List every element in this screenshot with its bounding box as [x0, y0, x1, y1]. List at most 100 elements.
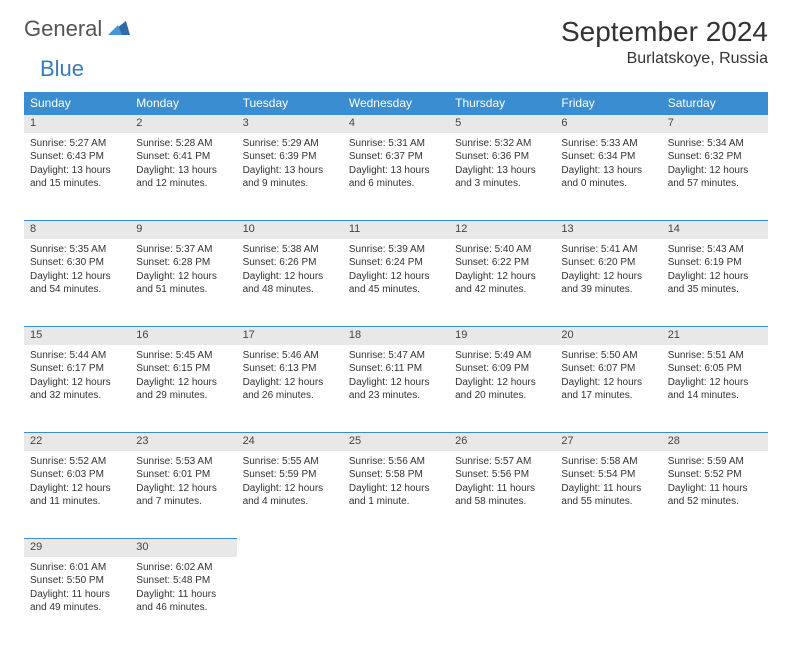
daylight-text: Daylight: 12 hours [561, 270, 655, 284]
sunrise-text: Sunrise: 5:35 AM [30, 243, 124, 257]
sunrise-text: Sunrise: 5:38 AM [243, 243, 337, 257]
sunrise-text: Sunrise: 6:02 AM [136, 561, 230, 575]
daylight-text: and 0 minutes. [561, 177, 655, 191]
daylight-text: Daylight: 12 hours [455, 376, 549, 390]
sunrise-text: Sunrise: 5:37 AM [136, 243, 230, 257]
empty-cell [237, 557, 343, 645]
sunrise-text: Sunrise: 5:39 AM [349, 243, 443, 257]
daylight-text: and 57 minutes. [668, 177, 762, 191]
day-cell: Sunrise: 5:49 AMSunset: 6:09 PMDaylight:… [449, 345, 555, 433]
daylight-text: Daylight: 12 hours [136, 376, 230, 390]
sunset-text: Sunset: 5:52 PM [668, 468, 762, 482]
month-title: September 2024 [561, 16, 768, 48]
daylight-text: and 49 minutes. [30, 601, 124, 615]
day-cell: Sunrise: 5:53 AMSunset: 6:01 PMDaylight:… [130, 451, 236, 539]
logo: General [24, 16, 132, 42]
daylight-text: Daylight: 11 hours [455, 482, 549, 496]
daylight-text: and 20 minutes. [455, 389, 549, 403]
day-cell: Sunrise: 5:34 AMSunset: 6:32 PMDaylight:… [662, 133, 768, 221]
daylight-text: and 26 minutes. [243, 389, 337, 403]
sunrise-text: Sunrise: 5:50 AM [561, 349, 655, 363]
day-number: 10 [237, 221, 343, 239]
sunset-text: Sunset: 6:17 PM [30, 362, 124, 376]
weekday-header: Monday [130, 92, 236, 115]
daylight-text: Daylight: 12 hours [136, 270, 230, 284]
daylight-text: and 42 minutes. [455, 283, 549, 297]
day-number: 7 [662, 115, 768, 133]
sunset-text: Sunset: 6:43 PM [30, 150, 124, 164]
sunset-text: Sunset: 6:03 PM [30, 468, 124, 482]
daylight-text: and 15 minutes. [30, 177, 124, 191]
sunset-text: Sunset: 5:58 PM [349, 468, 443, 482]
daylight-text: Daylight: 12 hours [30, 482, 124, 496]
sunset-text: Sunset: 6:36 PM [455, 150, 549, 164]
day-number: 19 [449, 327, 555, 345]
weekday-header: Sunday [24, 92, 130, 115]
sunrise-text: Sunrise: 5:55 AM [243, 455, 337, 469]
day-body-row: Sunrise: 6:01 AMSunset: 5:50 PMDaylight:… [24, 557, 768, 645]
daylight-text: and 6 minutes. [349, 177, 443, 191]
day-number-row: 2930 [24, 539, 768, 557]
day-cell: Sunrise: 5:56 AMSunset: 5:58 PMDaylight:… [343, 451, 449, 539]
empty-cell [662, 557, 768, 645]
calendar-table: Sunday Monday Tuesday Wednesday Thursday… [24, 92, 768, 645]
sunrise-text: Sunrise: 5:56 AM [349, 455, 443, 469]
day-cell: Sunrise: 5:27 AMSunset: 6:43 PMDaylight:… [24, 133, 130, 221]
sunrise-text: Sunrise: 5:49 AM [455, 349, 549, 363]
sunset-text: Sunset: 6:37 PM [349, 150, 443, 164]
sunrise-text: Sunrise: 5:32 AM [455, 137, 549, 151]
daylight-text: and 14 minutes. [668, 389, 762, 403]
day-cell: Sunrise: 5:55 AMSunset: 5:59 PMDaylight:… [237, 451, 343, 539]
sunset-text: Sunset: 6:32 PM [668, 150, 762, 164]
daylight-text: and 51 minutes. [136, 283, 230, 297]
weekday-header: Wednesday [343, 92, 449, 115]
sunrise-text: Sunrise: 5:40 AM [455, 243, 549, 257]
empty-cell [662, 539, 768, 557]
daylight-text: and 11 minutes. [30, 495, 124, 509]
daylight-text: and 35 minutes. [668, 283, 762, 297]
day-body-row: Sunrise: 5:52 AMSunset: 6:03 PMDaylight:… [24, 451, 768, 539]
sunrise-text: Sunrise: 5:27 AM [30, 137, 124, 151]
sunset-text: Sunset: 6:05 PM [668, 362, 762, 376]
day-number: 12 [449, 221, 555, 239]
day-number-row: 1234567 [24, 115, 768, 133]
weekday-header: Saturday [662, 92, 768, 115]
day-cell: Sunrise: 5:39 AMSunset: 6:24 PMDaylight:… [343, 239, 449, 327]
sunrise-text: Sunrise: 5:28 AM [136, 137, 230, 151]
day-cell: Sunrise: 6:01 AMSunset: 5:50 PMDaylight:… [24, 557, 130, 645]
empty-cell [343, 539, 449, 557]
day-cell: Sunrise: 5:38 AMSunset: 6:26 PMDaylight:… [237, 239, 343, 327]
daylight-text: Daylight: 12 hours [243, 482, 337, 496]
day-number: 5 [449, 115, 555, 133]
sunrise-text: Sunrise: 5:57 AM [455, 455, 549, 469]
day-number: 16 [130, 327, 236, 345]
day-number: 23 [130, 433, 236, 451]
weekday-header: Thursday [449, 92, 555, 115]
daylight-text: and 46 minutes. [136, 601, 230, 615]
day-number: 11 [343, 221, 449, 239]
empty-cell [449, 539, 555, 557]
day-number: 26 [449, 433, 555, 451]
day-cell: Sunrise: 5:31 AMSunset: 6:37 PMDaylight:… [343, 133, 449, 221]
day-cell: Sunrise: 5:43 AMSunset: 6:19 PMDaylight:… [662, 239, 768, 327]
daylight-text: Daylight: 13 hours [30, 164, 124, 178]
daylight-text: Daylight: 12 hours [668, 376, 762, 390]
daylight-text: and 3 minutes. [455, 177, 549, 191]
day-cell: Sunrise: 5:57 AMSunset: 5:56 PMDaylight:… [449, 451, 555, 539]
sunset-text: Sunset: 6:09 PM [455, 362, 549, 376]
sunrise-text: Sunrise: 5:53 AM [136, 455, 230, 469]
day-cell: Sunrise: 5:59 AMSunset: 5:52 PMDaylight:… [662, 451, 768, 539]
sunrise-text: Sunrise: 5:52 AM [30, 455, 124, 469]
empty-cell [555, 557, 661, 645]
sunset-text: Sunset: 6:07 PM [561, 362, 655, 376]
day-number: 8 [24, 221, 130, 239]
sunset-text: Sunset: 6:11 PM [349, 362, 443, 376]
sunrise-text: Sunrise: 5:31 AM [349, 137, 443, 151]
daylight-text: Daylight: 12 hours [668, 164, 762, 178]
daylight-text: Daylight: 13 hours [243, 164, 337, 178]
daylight-text: and 48 minutes. [243, 283, 337, 297]
sunset-text: Sunset: 6:28 PM [136, 256, 230, 270]
empty-cell [449, 557, 555, 645]
daylight-text: Daylight: 12 hours [136, 482, 230, 496]
sunset-text: Sunset: 6:01 PM [136, 468, 230, 482]
